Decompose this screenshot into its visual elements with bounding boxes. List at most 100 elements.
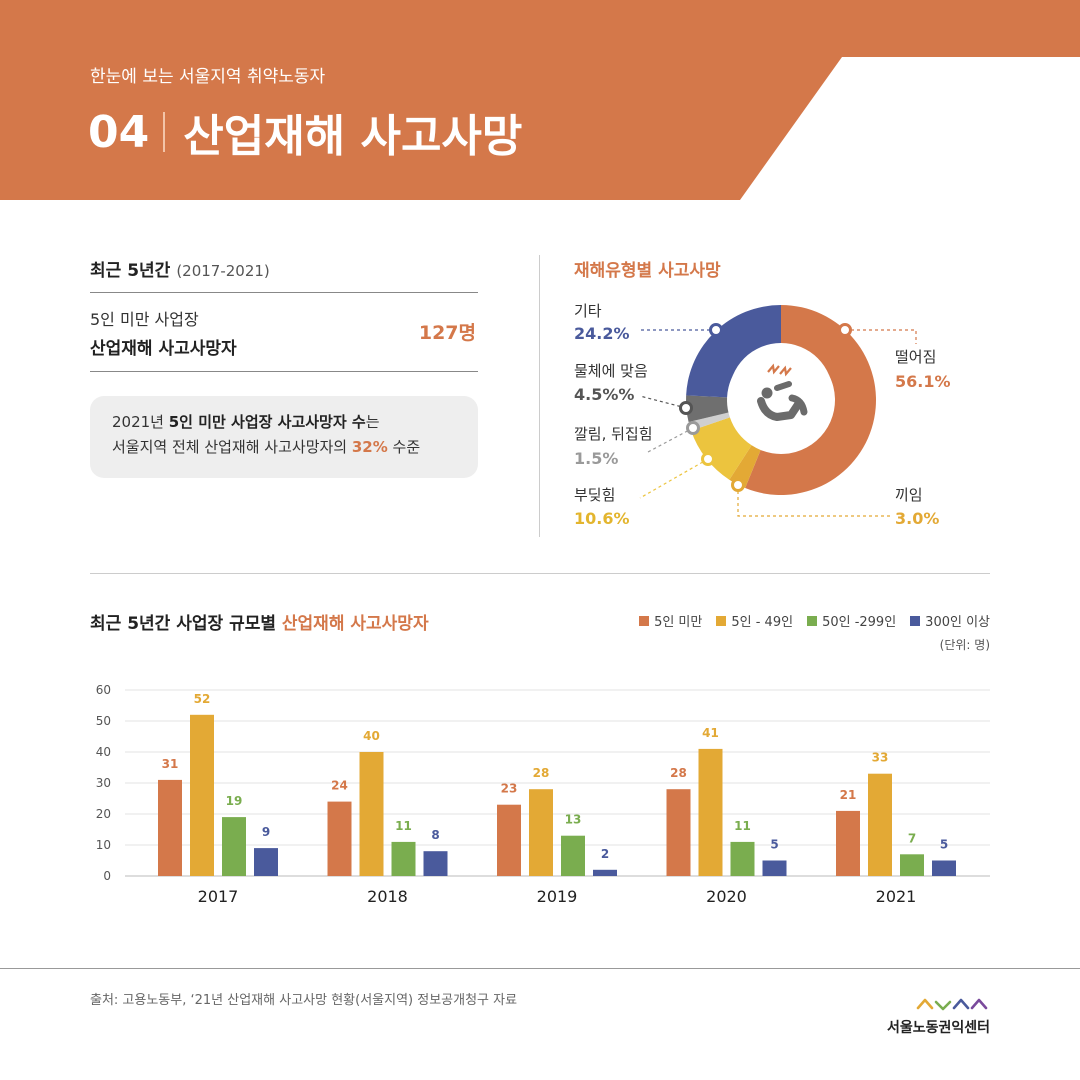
bar-value-label: 41 (702, 726, 719, 740)
note-line2-post: 수준 (387, 438, 421, 456)
bar-2017-5to49 (190, 714, 214, 876)
bar-value-label: 28 (670, 766, 687, 780)
leader-line-struck (639, 395, 687, 409)
legend-swatch (807, 615, 818, 626)
bar-value-label: 21 (840, 788, 857, 802)
donut-slice-caught (729, 445, 761, 488)
note-box: 2021년 5인 미만 사업장 사고사망자 수는 서울지역 전체 산업재해 사고… (90, 396, 478, 478)
bar-value-label: 2 (601, 847, 609, 861)
donut-slice-struck (686, 395, 729, 423)
bar-2021-50to299 (900, 854, 924, 876)
summary-title: 최근 5년간 (2017-2021) (90, 256, 270, 281)
section-number: 04 (88, 106, 150, 158)
bar-value-label: 19 (226, 794, 243, 808)
bar-2020-under5 (666, 789, 691, 876)
note-after: 는 (365, 413, 380, 431)
bar-value-label: 24 (331, 779, 348, 793)
pie-value-crushed: 1.5% (574, 449, 619, 468)
legend-label: 5인 미만 (654, 615, 703, 630)
x-tick-label: 2018 (367, 887, 408, 906)
bar-2018-300plus (423, 851, 448, 876)
bar-2019-5to49 (529, 789, 553, 876)
legend-item: 300인 이상 (910, 611, 990, 630)
stat-label-line1: 5인 미만 사업장 (90, 310, 199, 329)
title-divider (163, 112, 166, 152)
pie-value-fall: 56.1% (895, 372, 951, 391)
note-year: 2021년 (112, 413, 169, 431)
x-tick-label: 2019 (537, 887, 578, 906)
legend-swatch (639, 615, 650, 626)
bar-2019-300plus (593, 869, 617, 876)
note-line1: 2021년 5인 미만 사업장 사고사망자 수는 (112, 410, 478, 435)
x-tick-label: 2020 (706, 887, 747, 906)
y-tick-label: 60 (96, 683, 111, 697)
bar-value-label: 31 (162, 757, 179, 771)
logo-mark-icon (916, 998, 988, 1011)
bar-2018-under5 (327, 801, 352, 876)
summary-title-text: 최근 5년간 (90, 261, 171, 281)
legend-item: 5인 - 49인 (716, 611, 793, 630)
bar-value-label: 8 (431, 828, 439, 842)
y-tick-label: 0 (103, 869, 111, 883)
bar-2020-50to299 (730, 841, 755, 876)
stat-label-line2: 산업재해 사고사망자 (90, 339, 237, 359)
pie-label-crushed: 깔림, 뒤집힘 (574, 425, 653, 443)
bar-2019-50to299 (561, 835, 585, 876)
leader-dot-caught (731, 478, 745, 492)
bar-2018-5to49 (359, 752, 384, 876)
leader-dot-fall (838, 323, 852, 337)
bar-value-label: 11 (734, 819, 751, 833)
footer-line (0, 968, 1080, 969)
bar-2017-under5 (158, 779, 182, 876)
leader-line-caught (737, 485, 890, 517)
page-title: 04 산업재해 사고사망 (88, 100, 522, 164)
bar-value-label: 7 (908, 831, 916, 845)
y-tick-label: 20 (96, 807, 111, 821)
bar-2021-5to49 (868, 773, 892, 876)
pie-label-fall: 떨어짐 (895, 348, 937, 366)
pie-label-collision: 부딪힘 (574, 486, 616, 504)
bar-value-label: 13 (565, 813, 582, 827)
x-tick-label: 2017 (198, 887, 239, 906)
org-logo: 서울노동권익센터 (870, 996, 990, 1037)
bar-value-label: 5 (770, 838, 778, 852)
header-subtitle: 한눈에 보는 서울지역 취약노동자 (90, 67, 326, 87)
legend-item: 5인 미만 (639, 611, 702, 630)
stat-value: 127명 (418, 322, 476, 344)
leader-line-crushed (647, 427, 694, 453)
note-bold: 5인 미만 사업장 사고사망자 수 (168, 413, 366, 431)
source-text: 출처: 고용노동부, ‘21년 산업재해 사고사망 현황(서울지역) 정보공개청… (90, 993, 518, 1008)
bar-value-label: 5 (940, 838, 948, 852)
pie-value-caught: 3.0% (895, 509, 940, 528)
bar-2021-300plus (932, 860, 956, 876)
falling-worker-icon (729, 343, 833, 447)
org-name: 서울노동권익센터 (886, 1020, 990, 1036)
pie-title: 재해유형별 사고사망 (574, 261, 721, 281)
bar-value-label: 40 (363, 729, 380, 743)
pie-label-other: 기타 (574, 302, 602, 320)
bar-2017-50to299 (222, 817, 246, 876)
donut-slice-collision (691, 417, 752, 480)
legend-label: 300인 이상 (925, 615, 990, 630)
bar-chart-title: 최근 5년간 사업장 규모별 산업재해 사고사망자 (90, 609, 429, 634)
summary-bottom-rule (90, 371, 478, 372)
pie-value-struck: 4.5%% (574, 385, 635, 404)
bar-2020-5to49 (698, 748, 723, 876)
note-line2: 서울지역 전체 산업재해 사고사망자의 32% 수준 (112, 435, 478, 460)
summary-top-rule (90, 292, 478, 293)
bar-value-label: 33 (872, 751, 889, 765)
leader-dot-other (709, 323, 723, 337)
legend-item: 50인 -299인 (807, 611, 896, 630)
bar-2018-50to299 (391, 841, 416, 876)
pie-value-other: 24.2% (574, 324, 630, 343)
y-tick-label: 30 (96, 776, 111, 790)
bar-title-highlight: 산업재해 사고사망자 (281, 614, 429, 634)
bar-title-pre: 최근 5년간 사업장 규모별 (90, 614, 282, 634)
bar-2021-under5 (836, 810, 860, 876)
leader-line-fall (845, 329, 917, 344)
leader-line-collision (639, 458, 709, 499)
bar-value-label: 23 (501, 782, 518, 796)
bar-value-label: 11 (395, 819, 412, 833)
pie-value-collision: 10.6% (574, 509, 630, 528)
header-band (0, 0, 1080, 200)
